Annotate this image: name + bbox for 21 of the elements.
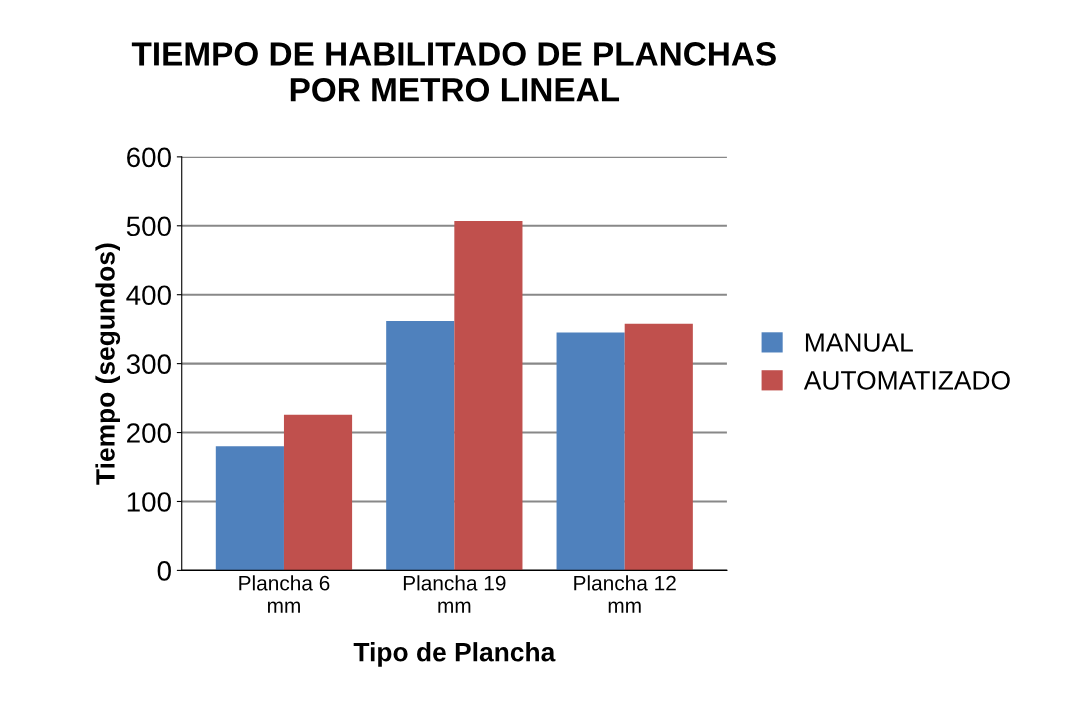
chart-title: TIEMPO DE HABILITADO DE PLANCHAS POR METRO LINEAL xyxy=(131,42,776,102)
legend-label: MANUAL xyxy=(805,333,913,352)
x-tick-label: Plancha 6 mm xyxy=(239,575,330,613)
y-tick-label: 400 xyxy=(126,285,171,306)
y-tick-label: 100 xyxy=(127,492,171,512)
y-tick-label: 600 xyxy=(127,147,171,168)
legend-label: AUTOMATIZADO xyxy=(803,371,1010,390)
bar xyxy=(624,323,693,571)
x-tick-label: Plancha 19 mm xyxy=(403,575,506,613)
y-tick-label: 300 xyxy=(126,354,171,374)
bar xyxy=(556,332,625,571)
y-axis-title: Tiempo (segundos) xyxy=(95,243,121,485)
x-axis-title: Tipo de Plancha xyxy=(353,642,556,667)
bar xyxy=(454,220,523,571)
bar xyxy=(283,414,353,571)
y-tick-label: 0 xyxy=(157,561,171,581)
y-tick-label: 500 xyxy=(126,216,171,237)
y-tick-label: 200 xyxy=(127,423,171,443)
x-tick-label: Plancha 12 mm xyxy=(574,575,676,613)
bar xyxy=(215,446,284,571)
bar xyxy=(386,320,455,571)
